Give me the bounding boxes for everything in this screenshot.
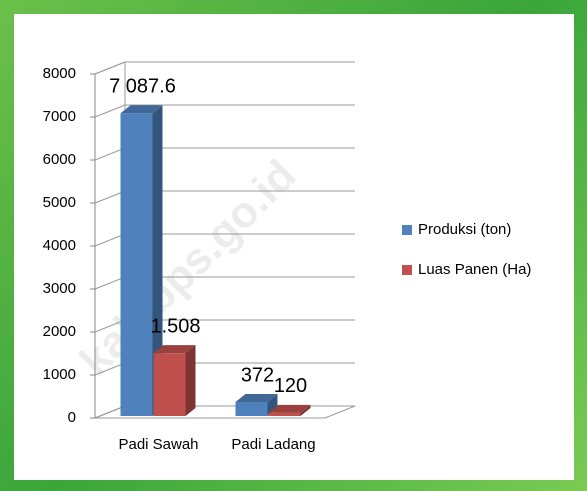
y-tick-label: 3000 bbox=[43, 280, 76, 297]
y-tick-label: 2000 bbox=[43, 323, 76, 340]
bar-top bbox=[268, 404, 311, 413]
legend-swatch bbox=[402, 265, 412, 275]
bar bbox=[120, 113, 153, 416]
y-tick-label: 8000 bbox=[43, 65, 76, 82]
bar bbox=[268, 412, 301, 416]
data-label: 372 bbox=[241, 364, 274, 386]
x-tick-label: Padi Ladang bbox=[231, 436, 315, 453]
bar-side bbox=[185, 345, 196, 416]
bar-top bbox=[120, 105, 163, 114]
y-tick-label: 6000 bbox=[43, 151, 76, 168]
legend-label: Luas Panen (Ha) bbox=[418, 261, 531, 278]
bar-side bbox=[267, 394, 278, 416]
data-label: 7 087.6 bbox=[109, 76, 176, 98]
legend-swatch bbox=[402, 225, 412, 235]
y-tick-label: 7000 bbox=[43, 108, 76, 125]
y-tick-label: 4000 bbox=[43, 237, 76, 254]
y-tick-label: 0 bbox=[68, 409, 76, 426]
bar-side bbox=[300, 404, 311, 416]
legend-label: Produksi (ton) bbox=[418, 221, 511, 238]
data-label: 120 bbox=[274, 375, 307, 397]
x-tick-label: Padi Sawah bbox=[118, 436, 198, 453]
bar bbox=[153, 353, 186, 416]
y-tick-label: 5000 bbox=[43, 194, 76, 211]
bar bbox=[235, 402, 268, 416]
bar-side bbox=[152, 105, 163, 416]
grid-line bbox=[94, 61, 355, 75]
grid-line bbox=[94, 104, 355, 118]
chart-panel bbox=[14, 14, 574, 480]
data-label: 1.508 bbox=[150, 315, 200, 337]
bar-top bbox=[153, 345, 196, 354]
y-tick-label: 1000 bbox=[43, 366, 76, 383]
bar-top bbox=[235, 394, 278, 403]
